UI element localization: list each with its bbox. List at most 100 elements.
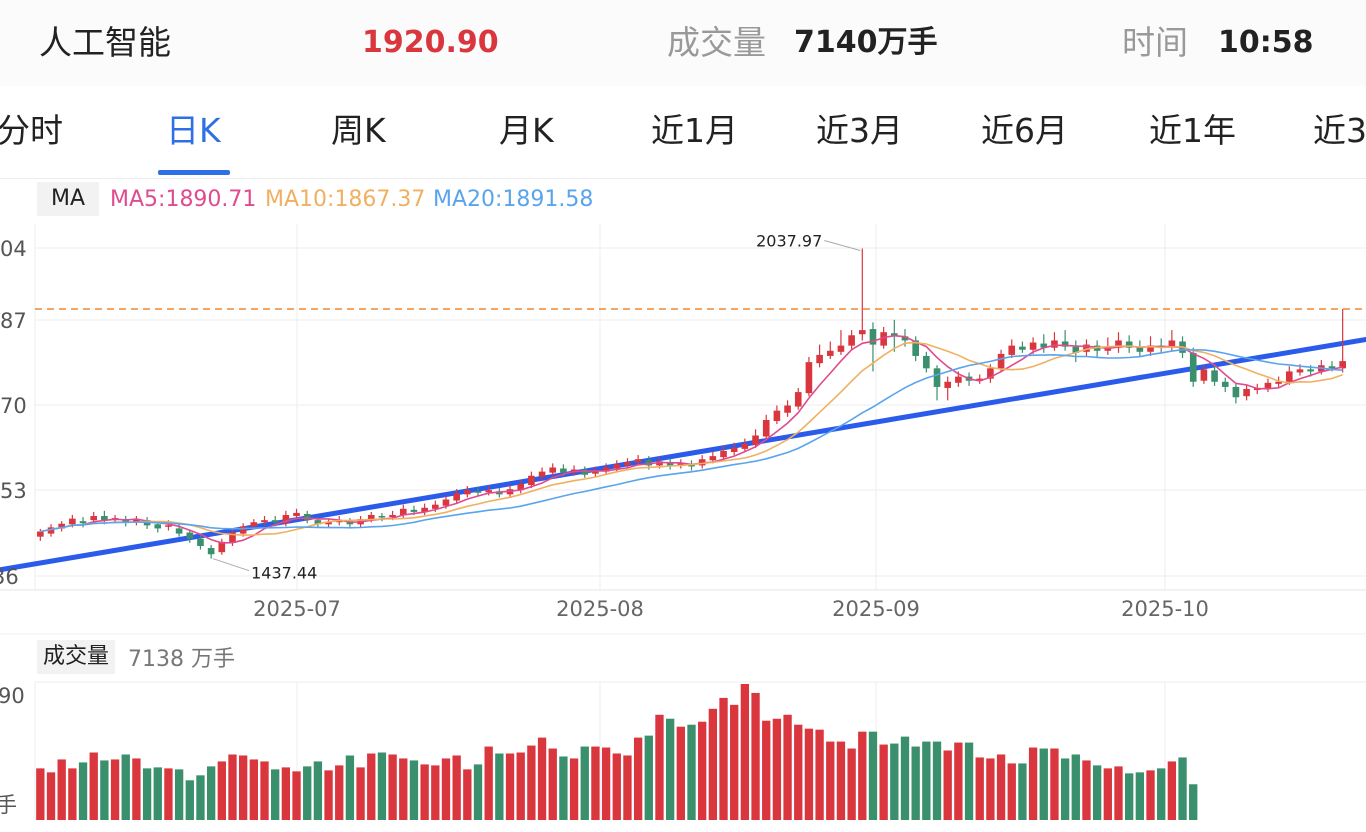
volume-bar	[911, 746, 920, 820]
candle-body	[325, 522, 332, 525]
tab-intraday[interactable]: 分时	[0, 111, 63, 150]
volume-bar	[142, 768, 152, 820]
tab-1-month[interactable]: 近1月	[651, 111, 738, 150]
volume-tick-label: 90	[0, 684, 25, 708]
candle-body	[229, 532, 236, 543]
tab-weekly-k[interactable]: 周K	[331, 111, 386, 150]
volume-bar	[174, 769, 184, 820]
time-value: 10:58	[1218, 25, 1314, 60]
candle-body	[464, 490, 471, 495]
x-tick-label: 2025-08	[556, 597, 644, 621]
candle-body	[613, 464, 621, 469]
candle-body	[453, 493, 460, 501]
tab-3-month[interactable]: 近3月	[816, 111, 903, 150]
candle-body	[880, 332, 887, 346]
tab-1-year[interactable]: 近1年	[1149, 111, 1236, 150]
volume-bar	[815, 729, 824, 820]
candle-body	[1029, 342, 1037, 350]
candle-body	[1008, 345, 1016, 355]
volume-bar	[730, 704, 739, 820]
volume-bar	[452, 755, 461, 820]
volume-bar	[527, 745, 536, 820]
x-tick-label: 2025-09	[832, 597, 920, 621]
candle-body	[869, 329, 877, 345]
tab-monthly-k[interactable]: 月K	[499, 111, 554, 150]
candle-body	[1307, 369, 1314, 372]
candle-body	[399, 508, 407, 515]
high-price-label: 2037.97	[756, 232, 822, 251]
candle-body	[133, 519, 140, 523]
candle-body	[250, 522, 258, 527]
volume-panel-label: 成交量	[37, 640, 116, 674]
candle-body	[762, 419, 770, 437]
candle-body	[1275, 381, 1282, 384]
tab-6-month[interactable]: 近6月	[981, 111, 1068, 150]
ma10-line	[40, 341, 1343, 537]
volume-bar	[153, 767, 162, 820]
candle-body	[848, 335, 855, 346]
ma20-line	[40, 348, 1343, 533]
candle-body	[47, 527, 55, 534]
volume-bar	[601, 747, 611, 820]
volume-bar	[57, 759, 66, 820]
time-label: 时间	[1122, 23, 1188, 62]
volume-bar	[249, 759, 258, 820]
volume-bar	[623, 755, 632, 820]
high-leader-line	[824, 240, 861, 252]
volume-bar	[409, 760, 419, 820]
volume-bar	[1050, 748, 1059, 820]
candle-body	[1211, 370, 1218, 382]
candle-body	[293, 512, 300, 517]
candlestick-series	[37, 248, 1346, 559]
candle-body	[378, 516, 386, 518]
volume-bar	[121, 754, 130, 820]
index-name: 人工智能	[39, 23, 171, 62]
volume-bar	[954, 742, 963, 820]
candle-body	[592, 470, 599, 474]
candle-body	[741, 443, 749, 449]
candle-body	[720, 450, 727, 458]
y-tick-label: 04	[0, 237, 27, 261]
tab-daily-k[interactable]: 日K	[166, 111, 221, 150]
volume-bar	[1178, 757, 1187, 820]
candle-body	[90, 516, 98, 521]
volume-bar	[698, 721, 707, 820]
low-price-label: 1437.44	[251, 564, 317, 583]
volume-bar	[1103, 768, 1112, 820]
candle-body	[560, 468, 567, 473]
candle-body	[1264, 382, 1272, 389]
volume-bar	[377, 752, 387, 820]
candle-body	[1072, 346, 1080, 353]
volume-bar	[1114, 766, 1123, 820]
tab-3-year[interactable]: 近3	[1313, 111, 1366, 150]
candle-body	[1136, 347, 1144, 352]
candle-body	[976, 378, 984, 381]
volume-bar	[986, 758, 995, 820]
candle-body	[389, 514, 396, 518]
volume-bar	[206, 766, 216, 820]
volume-bar	[505, 753, 515, 820]
candle-body	[634, 459, 642, 463]
ma-selector-button[interactable]: MA	[37, 182, 99, 216]
volume-bar	[1039, 748, 1048, 820]
volume-bar	[367, 753, 376, 820]
candle-body	[805, 362, 813, 394]
volume-bar	[879, 744, 888, 820]
volume-bar	[847, 748, 856, 820]
volume-bar	[1071, 754, 1080, 820]
candle-body	[186, 532, 194, 539]
volume-bar	[644, 735, 653, 820]
high-low-annotations: 2037.97 1437.44	[212, 232, 861, 583]
volume-bar	[345, 755, 355, 820]
candle-body	[1328, 366, 1336, 369]
x-tick-label: 2025-10	[1121, 597, 1209, 621]
volume-bar	[1157, 768, 1166, 820]
candle-body	[538, 471, 546, 477]
candle-body	[656, 461, 663, 466]
candle-body	[1189, 352, 1197, 382]
candle-body	[261, 520, 268, 523]
candle-body	[175, 528, 183, 534]
volume-bar	[271, 769, 280, 820]
candle-body	[933, 368, 941, 387]
